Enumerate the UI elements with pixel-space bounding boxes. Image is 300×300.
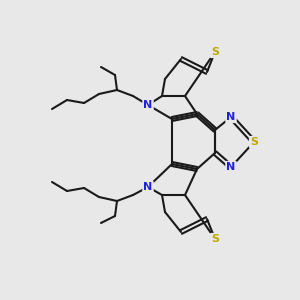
Text: N: N bbox=[143, 100, 153, 110]
Text: S: S bbox=[211, 47, 219, 57]
Text: S: S bbox=[250, 137, 258, 147]
Text: N: N bbox=[226, 112, 236, 122]
Text: N: N bbox=[143, 182, 153, 192]
Text: S: S bbox=[211, 234, 219, 244]
Text: N: N bbox=[226, 162, 236, 172]
